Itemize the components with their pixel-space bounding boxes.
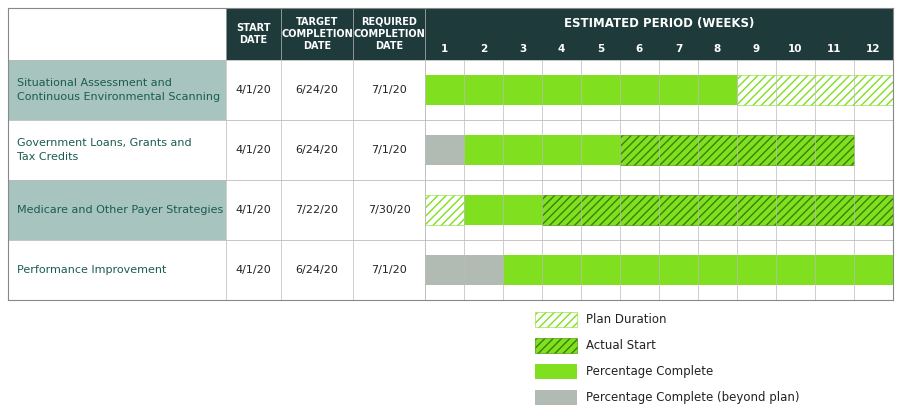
Text: 6: 6 <box>636 43 644 54</box>
Text: Situational Assessment and
Continuous Environmental Scanning: Situational Assessment and Continuous En… <box>17 79 220 102</box>
Bar <box>226 180 425 240</box>
Bar <box>425 75 737 105</box>
Bar <box>8 8 226 60</box>
Bar <box>226 60 425 120</box>
Text: 7/1/20: 7/1/20 <box>371 85 407 95</box>
Bar <box>425 255 503 285</box>
Text: Medicare and Other Payer Strategies: Medicare and Other Payer Strategies <box>17 205 223 215</box>
Text: 4/1/20: 4/1/20 <box>236 145 272 155</box>
Text: 8: 8 <box>714 43 721 54</box>
Text: REQUIRED
COMPLETION
DATE: REQUIRED COMPLETION DATE <box>353 17 425 51</box>
Bar <box>8 120 226 180</box>
Text: Plan Duration: Plan Duration <box>586 313 667 326</box>
Bar <box>425 240 893 300</box>
Text: 5: 5 <box>597 43 604 54</box>
Bar <box>737 75 893 105</box>
Bar <box>464 135 620 165</box>
Bar <box>535 364 577 379</box>
Text: 1: 1 <box>441 43 448 54</box>
Bar <box>226 8 893 60</box>
Text: Actual Start: Actual Start <box>586 339 656 352</box>
Text: START
DATE: START DATE <box>236 23 271 45</box>
Bar <box>425 135 464 165</box>
Text: 10: 10 <box>788 43 803 54</box>
Text: 4/1/20: 4/1/20 <box>236 85 272 95</box>
Text: Government Loans, Grants and
Tax Credits: Government Loans, Grants and Tax Credits <box>17 138 192 162</box>
Text: 4/1/20: 4/1/20 <box>236 265 272 275</box>
Text: 11: 11 <box>827 43 842 54</box>
Text: TARGET
COMPLETION
DATE: TARGET COMPLETION DATE <box>281 17 353 51</box>
Text: 12: 12 <box>866 43 881 54</box>
Text: 4/1/20: 4/1/20 <box>236 205 272 215</box>
Bar <box>8 60 226 120</box>
Text: 6/24/20: 6/24/20 <box>295 265 338 275</box>
Bar <box>542 195 893 225</box>
Text: 6/24/20: 6/24/20 <box>295 145 338 155</box>
Bar <box>226 240 425 300</box>
Bar <box>425 180 893 240</box>
Text: 4: 4 <box>558 43 565 54</box>
Bar <box>8 180 226 240</box>
Bar <box>226 120 425 180</box>
Bar <box>503 255 893 285</box>
Text: ESTIMATED PERIOD (WEEKS): ESTIMATED PERIOD (WEEKS) <box>563 17 754 30</box>
Text: 7/22/20: 7/22/20 <box>295 205 338 215</box>
Bar <box>425 120 893 180</box>
Text: 7/30/20: 7/30/20 <box>367 205 410 215</box>
Text: Percentage Complete: Percentage Complete <box>586 365 713 378</box>
Bar <box>620 135 854 165</box>
Text: 7/1/20: 7/1/20 <box>371 145 407 155</box>
Text: Performance Improvement: Performance Improvement <box>17 265 166 275</box>
Bar <box>425 195 464 225</box>
Text: 7/1/20: 7/1/20 <box>371 265 407 275</box>
Bar <box>535 312 577 327</box>
Text: 3: 3 <box>519 43 526 54</box>
Text: 2: 2 <box>480 43 487 54</box>
Bar <box>8 240 226 300</box>
Text: 7: 7 <box>675 43 682 54</box>
Text: 6/24/20: 6/24/20 <box>295 85 338 95</box>
Bar <box>464 195 542 225</box>
Bar <box>425 60 893 120</box>
Text: Percentage Complete (beyond plan): Percentage Complete (beyond plan) <box>586 391 799 404</box>
Text: 9: 9 <box>753 43 760 54</box>
Bar <box>535 390 577 405</box>
Bar <box>535 338 577 353</box>
